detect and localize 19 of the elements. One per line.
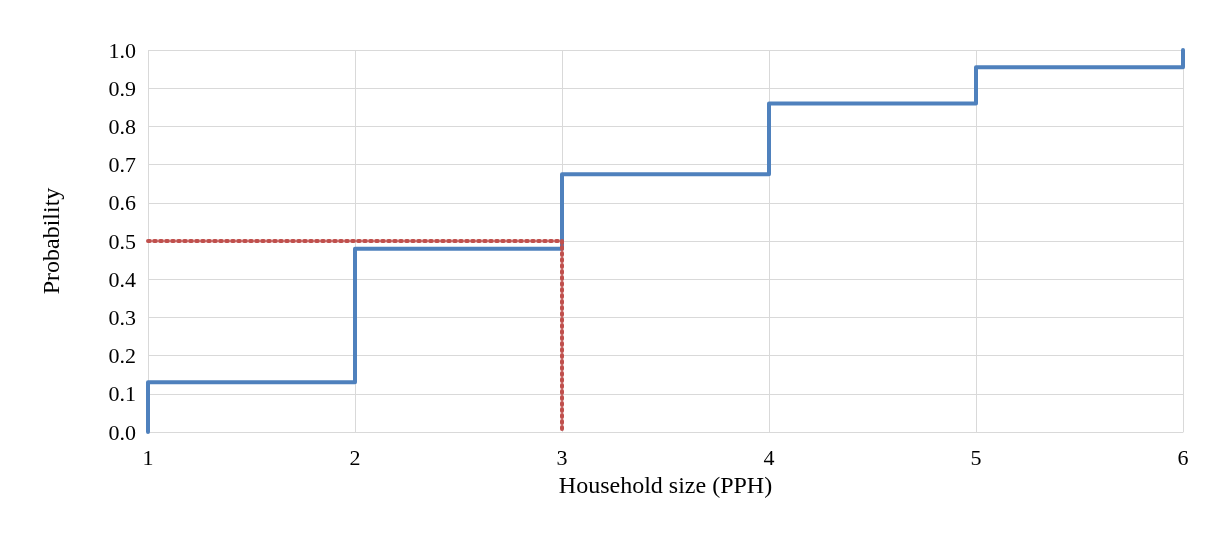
x-tick-label: 3 (556, 444, 568, 470)
y-tick-label: 0.3 (108, 304, 136, 330)
y-tick-label: 0.8 (108, 113, 136, 139)
y-tick-label: 0.4 (108, 266, 136, 292)
x-axis-title: Household size (PPH) (558, 471, 773, 498)
x-tick-label: 2 (349, 444, 361, 470)
x-tick-label: 5 (970, 444, 982, 470)
y-tick-label: 1.0 (108, 37, 136, 63)
y-tick-label: 0.2 (108, 343, 136, 369)
y-tick-label: 0.7 (108, 152, 136, 178)
y-tick-label: 0.1 (108, 381, 136, 407)
x-tick-label: 6 (1177, 444, 1189, 470)
y-tick-label: 0.0 (108, 419, 136, 445)
y-tick-label: 0.5 (108, 228, 136, 254)
y-axis-title: Probability (38, 187, 64, 295)
y-tick-label: 0.9 (108, 75, 136, 101)
x-tick-label: 4 (763, 444, 775, 470)
x-tick-label: 1 (142, 444, 154, 470)
y-tick-label: 0.6 (108, 190, 136, 216)
